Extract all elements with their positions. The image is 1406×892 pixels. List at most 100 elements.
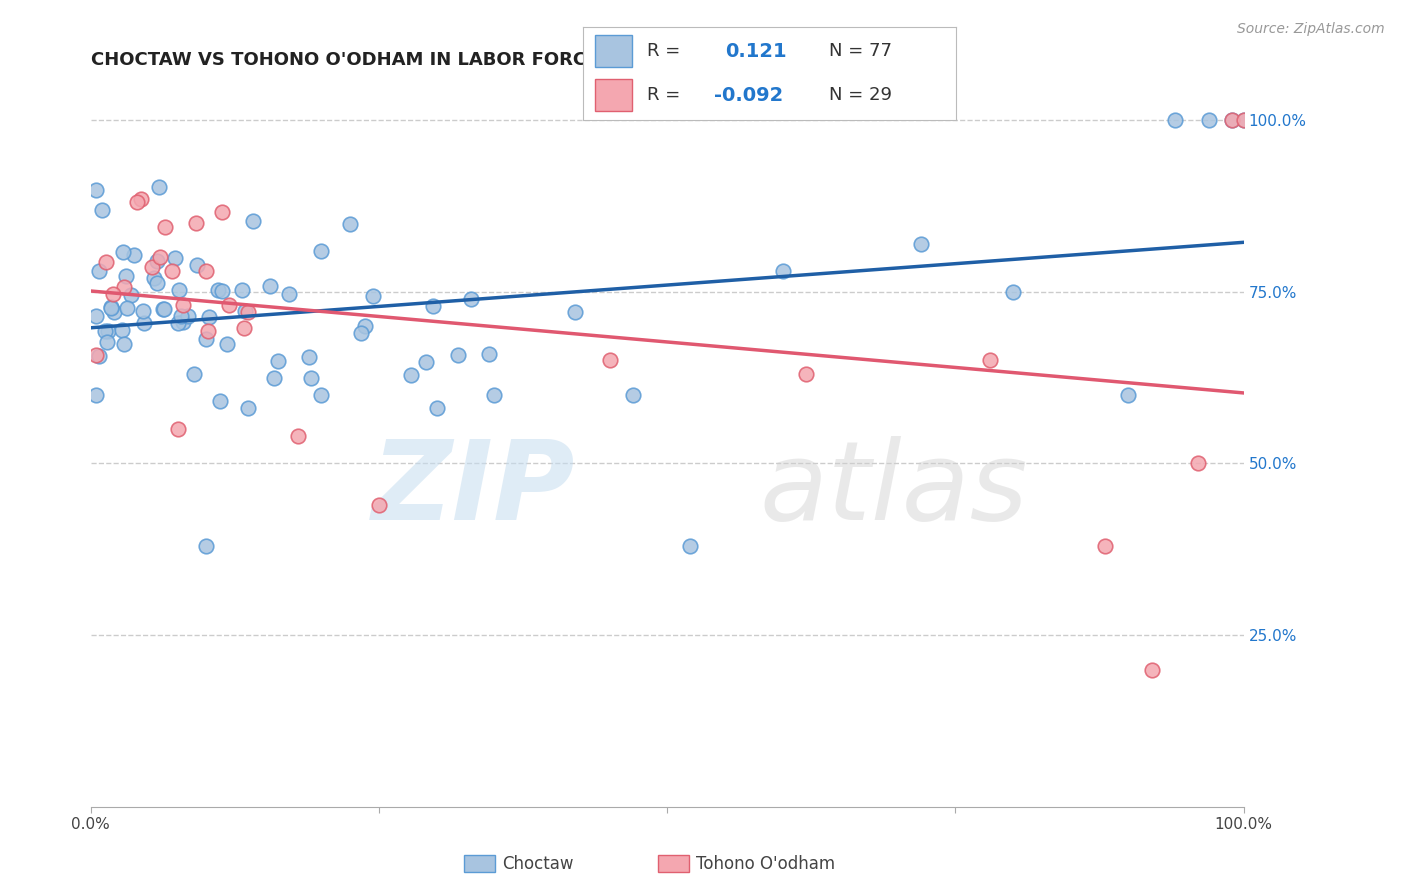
Point — [267, 354, 290, 368]
Point — [242, 214, 264, 228]
Point — [115, 301, 138, 316]
Point — [194, 264, 217, 278]
Point — [1002, 285, 1025, 299]
Bar — [595, 35, 631, 67]
Point — [1233, 112, 1256, 127]
Point — [183, 367, 205, 381]
Point — [122, 248, 145, 262]
Point — [484, 388, 506, 402]
Point — [195, 332, 218, 346]
Point — [112, 280, 135, 294]
Point — [238, 401, 260, 415]
Point — [353, 318, 375, 333]
Point — [186, 216, 208, 230]
Text: -0.092: -0.092 — [714, 86, 783, 104]
Point — [86, 309, 108, 323]
Text: R =: R = — [647, 87, 681, 104]
Point — [132, 304, 155, 318]
Point — [1187, 457, 1209, 471]
Text: Source: ZipAtlas.com: Source: ZipAtlas.com — [1237, 22, 1385, 37]
Text: 0.121: 0.121 — [725, 42, 787, 61]
Point — [96, 334, 118, 349]
Text: Choctaw: Choctaw — [502, 855, 574, 873]
Point — [794, 367, 817, 381]
Point — [621, 388, 644, 402]
Point — [152, 302, 174, 317]
Point — [89, 349, 111, 363]
Point — [143, 271, 166, 285]
Point — [1140, 663, 1163, 677]
Point — [1220, 112, 1243, 127]
Point — [309, 388, 332, 402]
Point — [679, 539, 702, 553]
Point — [176, 309, 198, 323]
Point — [172, 298, 194, 312]
Point — [153, 219, 176, 234]
Point — [599, 353, 621, 368]
Point — [86, 387, 108, 401]
Point — [197, 324, 219, 338]
Point — [115, 268, 138, 283]
Point — [238, 305, 260, 319]
Text: R =: R = — [647, 42, 681, 60]
Point — [401, 368, 423, 383]
Text: N = 29: N = 29 — [830, 87, 893, 104]
Point — [169, 283, 191, 297]
Point — [146, 277, 169, 291]
Point — [170, 309, 193, 323]
Point — [111, 245, 134, 260]
Point — [339, 217, 361, 231]
Point — [112, 336, 135, 351]
Point — [100, 301, 122, 315]
Point — [1220, 112, 1243, 127]
Point — [426, 401, 449, 416]
Point — [197, 310, 219, 324]
Point — [94, 255, 117, 269]
Text: ZIP: ZIP — [371, 436, 575, 543]
Point — [211, 204, 233, 219]
Point — [165, 251, 187, 265]
Point — [309, 244, 332, 258]
Point — [299, 371, 322, 385]
Point — [172, 315, 194, 329]
Text: Tohono O'odham: Tohono O'odham — [696, 855, 835, 873]
Point — [231, 283, 253, 297]
Point — [287, 429, 309, 443]
Point — [350, 326, 373, 340]
Point — [564, 305, 586, 319]
Point — [167, 422, 190, 436]
Point — [146, 254, 169, 268]
Point — [100, 300, 122, 314]
Point — [101, 287, 124, 301]
Point — [148, 179, 170, 194]
Point — [298, 350, 321, 364]
Point — [141, 260, 163, 274]
Point — [363, 288, 385, 302]
Point — [1094, 539, 1116, 553]
Point — [120, 288, 142, 302]
Point — [149, 250, 172, 264]
Point — [186, 258, 208, 272]
Text: N = 77: N = 77 — [830, 42, 893, 60]
Point — [111, 322, 134, 336]
Point — [160, 264, 183, 278]
Text: CHOCTAW VS TOHONO O'ODHAM IN LABOR FORCE | AGE 45-54 CORRELATION CHART: CHOCTAW VS TOHONO O'ODHAM IN LABOR FORCE… — [90, 51, 943, 69]
Point — [218, 298, 240, 312]
Point — [447, 348, 470, 362]
Point — [415, 355, 437, 369]
Point — [97, 324, 120, 338]
Point — [1118, 388, 1140, 402]
Point — [278, 286, 301, 301]
Point — [478, 347, 501, 361]
Point — [86, 183, 108, 197]
Point — [209, 394, 232, 409]
Point — [979, 353, 1001, 368]
Point — [194, 539, 217, 553]
Point — [259, 279, 281, 293]
Point — [125, 195, 148, 210]
Point — [103, 305, 125, 319]
Point — [94, 324, 117, 338]
Point — [1198, 112, 1220, 127]
Point — [89, 264, 111, 278]
Point — [233, 303, 256, 318]
